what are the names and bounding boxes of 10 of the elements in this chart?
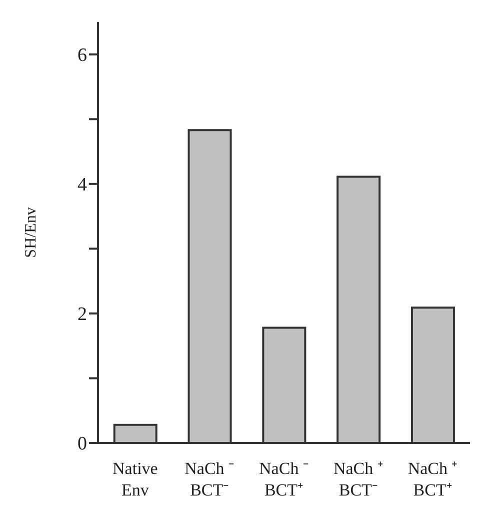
x-tick-label: NaCh ⁺ BCT⁺	[408, 459, 458, 500]
x-tick-label: NaCh ⁻ BCT⁺	[259, 459, 309, 500]
x-tick-label: NaCh ⁻ BCT⁻	[184, 459, 235, 500]
x-tick-label: NaCh ⁺ BCT⁻	[333, 459, 384, 500]
y-tick-label: 6	[78, 45, 87, 66]
y-tick-label: 2	[78, 304, 87, 326]
y-axis-title: SH/Env	[22, 207, 40, 258]
y-tick-label: 0	[78, 434, 87, 455]
y-tick-label: 4	[78, 174, 88, 196]
x-tick-label: Native Env	[112, 459, 158, 500]
